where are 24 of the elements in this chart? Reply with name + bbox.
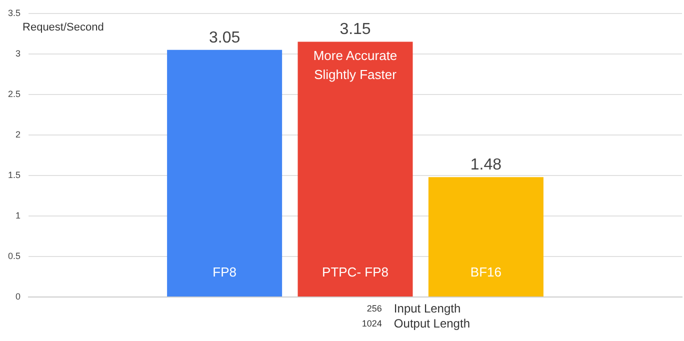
annotation: More Accurate — [313, 48, 398, 63]
data-label: 3.15 — [340, 21, 371, 38]
bar — [298, 42, 413, 296]
text: Input Length — [394, 301, 461, 316]
x-tick-label: FP8 — [212, 264, 236, 280]
y-tick-label: 3.5 — [8, 8, 21, 18]
annotation: Slightly Faster — [314, 66, 398, 82]
y-tick-label: 1 — [15, 210, 21, 220]
y-tick-label: 1.5 — [8, 170, 21, 180]
bar — [167, 50, 282, 296]
y-tick-label: 2 — [15, 129, 21, 140]
text: Output Length — [394, 316, 470, 330]
x-tick-label: PTPC- FP8 — [322, 264, 388, 280]
bar — [428, 177, 544, 296]
y-tick-label: 3 — [15, 48, 21, 58]
y-tick-label: 0.5 — [8, 250, 21, 261]
data-label: 1.48 — [470, 156, 502, 174]
y-tick-label: 2.5 — [8, 88, 21, 99]
y-axis-title: Request/Second — [22, 21, 104, 34]
y-tick-label: 0 — [15, 291, 21, 302]
text: 1024 — [362, 318, 382, 328]
x-tick-label: BF16 — [470, 264, 502, 280]
data-label: 3.05 — [208, 29, 240, 46]
text: 256 — [366, 303, 382, 314]
